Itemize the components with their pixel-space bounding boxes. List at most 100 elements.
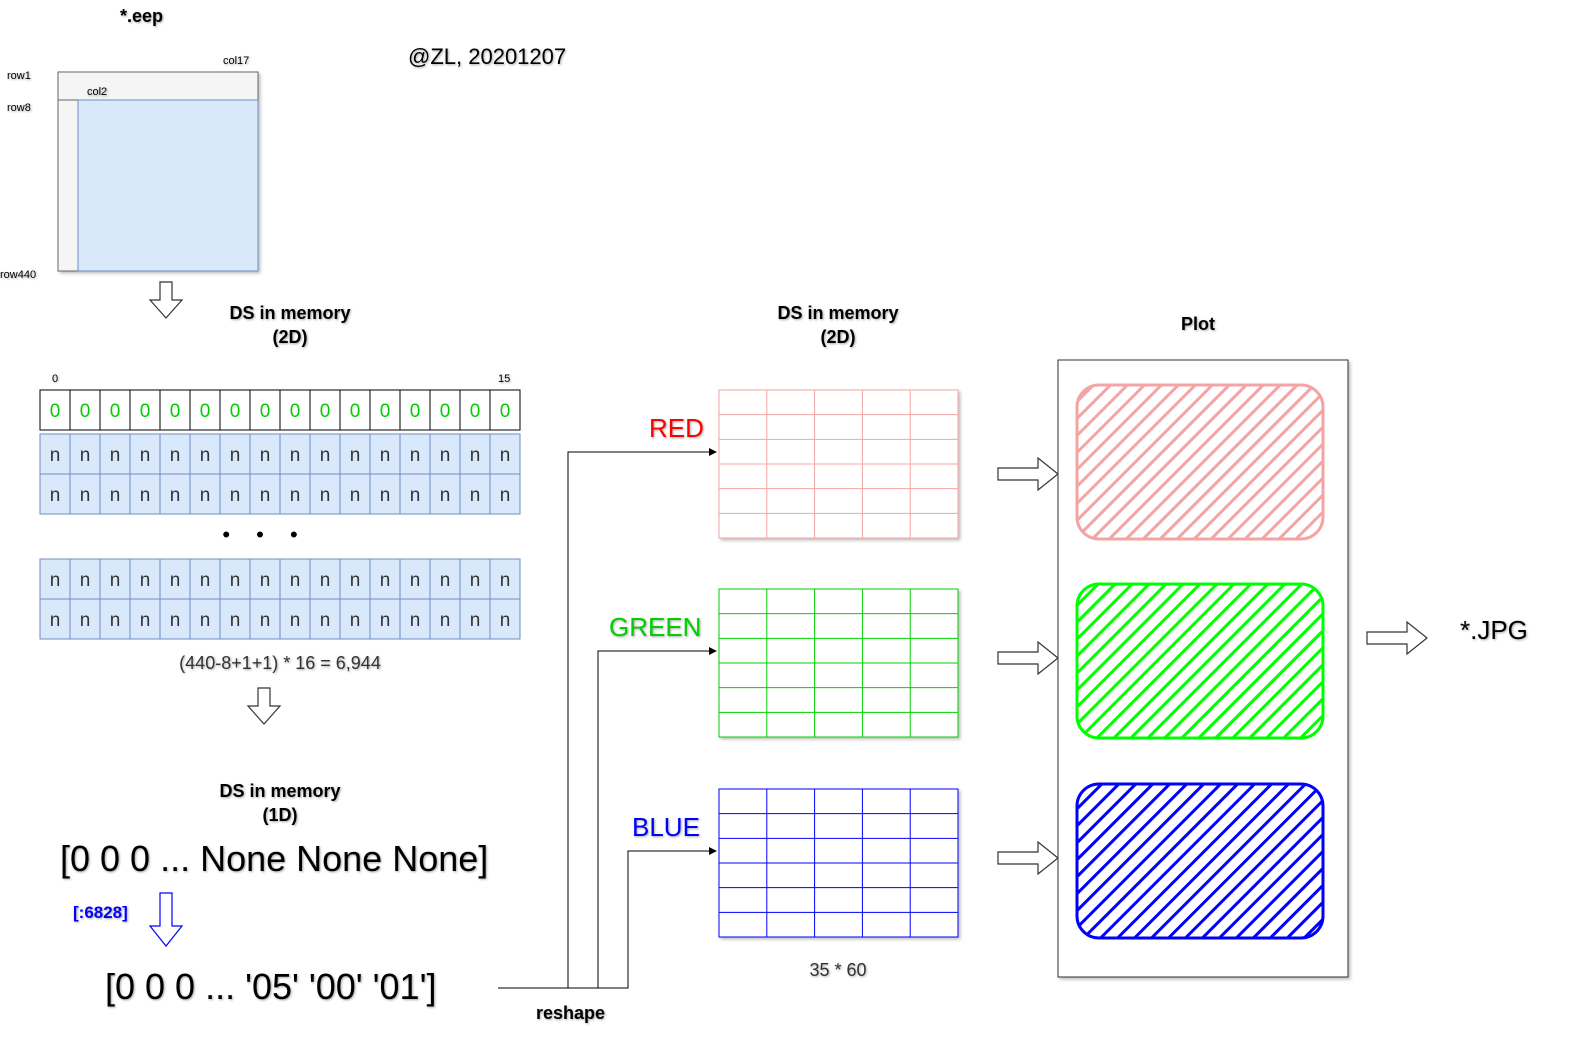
channel-grids <box>718 389 959 938</box>
data-cell: n <box>309 558 341 600</box>
svg-text:0: 0 <box>410 401 421 422</box>
eep-grid <box>57 71 259 272</box>
data-cell: n <box>219 558 251 600</box>
svg-text:n: n <box>50 485 61 506</box>
svg-text:n: n <box>230 610 241 631</box>
data-cell: n <box>129 558 161 600</box>
header-cell: 0 <box>159 389 191 431</box>
svg-text:n: n <box>110 485 121 506</box>
data-cell: n <box>399 598 431 640</box>
svg-text:0: 0 <box>230 401 241 422</box>
svg-text:n: n <box>50 610 61 631</box>
data-cell: n <box>69 473 101 515</box>
svg-text:n: n <box>440 570 451 591</box>
svg-text:n: n <box>500 570 511 591</box>
svg-text:n: n <box>140 570 151 591</box>
data-cell: n <box>219 473 251 515</box>
data-cell: n <box>489 473 521 515</box>
header-cell: 0 <box>219 389 251 431</box>
arrow-right-output <box>1366 620 1428 656</box>
ds2d-left-title: DS in memory <box>229 303 351 323</box>
data-cell: n <box>249 558 281 600</box>
svg-text:n: n <box>260 570 271 591</box>
svg-text:0: 0 <box>350 401 361 422</box>
channel-grid-blue <box>718 788 959 938</box>
svg-text:n: n <box>170 570 181 591</box>
svg-text:n: n <box>50 570 61 591</box>
svg-text:n: n <box>290 570 301 591</box>
svg-text:n: n <box>380 445 391 466</box>
svg-text:n: n <box>200 445 211 466</box>
svg-text:n: n <box>440 445 451 466</box>
svg-text:n: n <box>410 445 421 466</box>
header-cell: 0 <box>279 389 311 431</box>
ds2d-left-ellipsis: • • • <box>222 522 308 547</box>
svg-text:n: n <box>440 610 451 631</box>
svg-text:0: 0 <box>80 401 91 422</box>
svg-text:0: 0 <box>500 401 511 422</box>
svg-text:0: 0 <box>440 401 451 422</box>
svg-text:n: n <box>80 610 91 631</box>
header-cell: 0 <box>459 389 491 431</box>
ds1d-array-raw: [0 0 0 ... None None None] <box>60 838 489 879</box>
header-cell: 0 <box>189 389 221 431</box>
data-cell: n <box>429 558 461 600</box>
data-cell: n <box>489 558 521 600</box>
svg-text:n: n <box>470 485 481 506</box>
svg-text:n: n <box>290 445 301 466</box>
data-cell: n <box>249 473 281 515</box>
arrow-right-red <box>997 456 1059 492</box>
svg-text:n: n <box>470 445 481 466</box>
top-title: *.eep <box>120 6 164 26</box>
svg-text:0: 0 <box>260 401 271 422</box>
svg-text:n: n <box>110 445 121 466</box>
data-cell: n <box>99 433 131 475</box>
header-cell: 0 <box>339 389 371 431</box>
svg-text:n: n <box>320 570 331 591</box>
svg-text:n: n <box>320 610 331 631</box>
output-label: *.JPG <box>1460 615 1528 645</box>
ds2d-left-formula: (440-8+1+1) * 16 = 6,944 <box>179 653 381 673</box>
data-cell: n <box>309 598 341 640</box>
plot-block-red <box>1075 383 1325 541</box>
data-cell: n <box>459 598 491 640</box>
svg-text:n: n <box>290 610 301 631</box>
data-cell: n <box>129 433 161 475</box>
svg-text:n: n <box>80 570 91 591</box>
data-cell: n <box>309 473 341 515</box>
svg-text:n: n <box>470 570 481 591</box>
svg-text:n: n <box>140 485 151 506</box>
data-cell: n <box>279 433 311 475</box>
svg-text:n: n <box>290 485 301 506</box>
reshape-connectors <box>498 448 717 989</box>
svg-text:n: n <box>260 485 271 506</box>
ds1d-slice-label: [:6828] <box>73 903 128 922</box>
data-cell: n <box>159 473 191 515</box>
channel-label-green: GREEN <box>609 612 702 642</box>
svg-text:n: n <box>200 485 211 506</box>
svg-text:n: n <box>230 445 241 466</box>
svg-text:0: 0 <box>110 401 121 422</box>
header-cell: 0 <box>129 389 161 431</box>
header-cell: 0 <box>309 389 341 431</box>
svg-text:n: n <box>500 610 511 631</box>
svg-text:n: n <box>170 445 181 466</box>
svg-text:n: n <box>380 570 391 591</box>
svg-text:n: n <box>410 485 421 506</box>
ds1d-array-sliced: [0 0 0 ... '05' '00' '01'] <box>105 966 437 1007</box>
channel-label-red: RED <box>649 413 704 443</box>
arrow-down-formula <box>246 687 282 725</box>
data-cell: n <box>99 473 131 515</box>
data-cell: n <box>249 598 281 640</box>
data-cell: n <box>99 598 131 640</box>
svg-text:n: n <box>380 485 391 506</box>
data-cell: n <box>189 473 221 515</box>
channel-grid-green <box>718 588 959 738</box>
data-cell: n <box>489 598 521 640</box>
arrow-down-slice <box>148 892 184 947</box>
eep-col-first: col2 <box>87 86 108 98</box>
eep-col-last: col17 <box>223 55 250 67</box>
svg-text:0: 0 <box>380 401 391 422</box>
header-cell: 0 <box>369 389 401 431</box>
arrow-right-blue <box>997 840 1059 876</box>
